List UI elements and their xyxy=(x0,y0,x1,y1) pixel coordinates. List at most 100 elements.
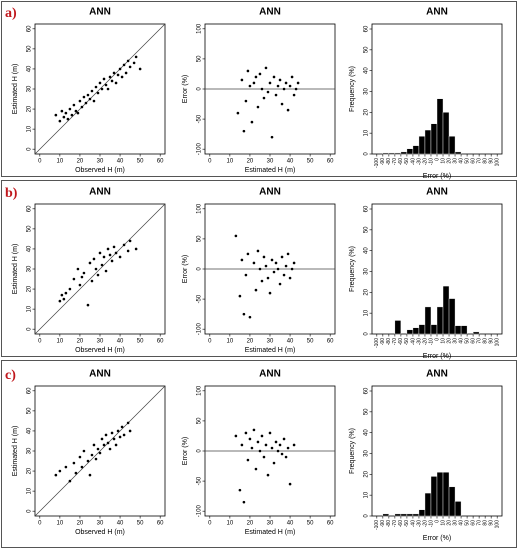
point xyxy=(98,81,102,85)
bar xyxy=(412,145,420,155)
point xyxy=(258,449,262,453)
point xyxy=(112,71,116,75)
y-tick-label: 0 xyxy=(364,152,370,156)
point xyxy=(98,451,102,455)
point xyxy=(64,291,68,295)
x-tick-label: 40 xyxy=(117,159,124,165)
point xyxy=(286,252,290,256)
point xyxy=(98,251,102,255)
x-tick-label: 0 xyxy=(38,159,42,165)
x-tick-label: -80 xyxy=(386,520,392,527)
point xyxy=(252,81,256,85)
x-tick-label: 10 xyxy=(227,159,234,165)
point xyxy=(240,78,244,82)
chart-title: ANN xyxy=(426,369,448,380)
y-tick-label: 20 xyxy=(364,288,370,295)
point xyxy=(296,81,300,85)
point xyxy=(286,446,290,450)
point xyxy=(92,99,96,103)
x-tick-label: 30 xyxy=(97,339,104,345)
y-tick-label: 20 xyxy=(27,105,33,112)
bar xyxy=(382,152,390,155)
point xyxy=(106,247,110,251)
point xyxy=(276,84,280,88)
x-tick-label: 20 xyxy=(77,521,84,527)
point xyxy=(266,473,270,477)
x-tick-label: -60 xyxy=(398,338,404,345)
bar xyxy=(424,492,432,517)
x-tick-label: 50 xyxy=(137,521,144,527)
y-tick-label: 20 xyxy=(27,467,33,474)
panel-label: b) xyxy=(5,186,18,201)
point xyxy=(104,269,108,273)
x-tick-label: 20 xyxy=(446,158,452,164)
x-tick-label: 30 xyxy=(267,159,274,165)
y-tick-label: 50 xyxy=(197,417,203,424)
point xyxy=(134,55,138,59)
bar xyxy=(418,324,426,335)
point xyxy=(110,79,114,83)
point xyxy=(256,249,260,253)
x-tick-label: 40 xyxy=(458,338,464,344)
x-tick-label: 100 xyxy=(495,338,501,347)
bar xyxy=(448,298,456,335)
y-tick-label: 10 xyxy=(364,491,370,498)
point xyxy=(256,105,260,109)
y-axis-label: Error (%) xyxy=(182,437,189,465)
point xyxy=(242,129,246,133)
x-tick-label: 0 xyxy=(38,339,42,345)
bar xyxy=(454,501,462,517)
x-tick-label: 40 xyxy=(287,159,294,165)
y-tick-label: 60 xyxy=(364,387,370,394)
y-tick-label: -50 xyxy=(197,294,203,303)
x-axis-label: Estimated H (m) xyxy=(245,347,296,354)
y-tick-label: 40 xyxy=(27,427,33,434)
x-tick-label: 10 xyxy=(57,521,64,527)
point xyxy=(234,234,238,238)
point xyxy=(88,473,92,477)
point xyxy=(244,99,248,103)
point xyxy=(84,101,88,105)
point xyxy=(138,67,142,71)
y-tick-label: 50 xyxy=(197,55,203,62)
point xyxy=(254,467,258,471)
point xyxy=(114,81,118,85)
bar xyxy=(412,513,420,517)
chart-title: ANN xyxy=(89,187,111,198)
bar xyxy=(424,129,432,155)
y-axis-label: Frequency (%) xyxy=(349,428,356,474)
x-tick-label: 40 xyxy=(458,158,464,164)
x-tick-label: 90 xyxy=(488,520,494,526)
point xyxy=(96,91,100,95)
point xyxy=(134,247,138,251)
point xyxy=(82,95,86,99)
point xyxy=(280,452,284,456)
point xyxy=(106,87,110,91)
x-tick-label: 40 xyxy=(287,339,294,345)
point xyxy=(282,273,286,277)
bar xyxy=(448,136,456,155)
point xyxy=(100,437,104,441)
point xyxy=(264,443,268,447)
bar xyxy=(424,306,432,335)
point xyxy=(262,255,266,259)
point xyxy=(64,465,68,469)
y-tick-label: 50 xyxy=(364,226,370,233)
row-frame xyxy=(1,1,517,177)
y-tick-label: 60 xyxy=(27,387,33,394)
y-tick-label: 40 xyxy=(364,247,370,254)
y-tick-label: 10 xyxy=(364,129,370,136)
x-tick-label: 100 xyxy=(495,158,501,167)
x-tick-label: -10 xyxy=(428,520,434,527)
point xyxy=(262,455,266,459)
point xyxy=(54,473,58,477)
point xyxy=(76,267,80,271)
bar xyxy=(436,306,444,335)
x-tick-label: 60 xyxy=(470,338,476,344)
point xyxy=(102,77,106,81)
x-tick-label: -90 xyxy=(380,520,386,527)
point xyxy=(260,87,264,91)
point xyxy=(240,258,244,262)
x-tick-label: -40 xyxy=(410,158,416,165)
bar xyxy=(454,151,462,155)
